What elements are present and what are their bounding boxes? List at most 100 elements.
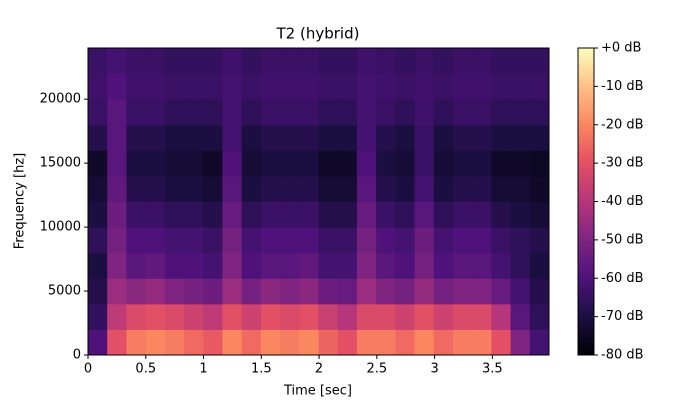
- x-tick-label: 2: [315, 362, 323, 377]
- spectrogram-cell: [260, 201, 281, 228]
- spectrogram-cell: [260, 124, 281, 151]
- spectrogram-cell: [510, 252, 531, 279]
- spectrogram-cell: [318, 227, 339, 254]
- spectrogram-cell: [203, 252, 223, 279]
- spectrogram-cell: [491, 99, 512, 126]
- spectrogram-cell: [452, 303, 473, 330]
- colorbar-tick-label: -60 dB: [601, 271, 644, 286]
- y-tick-label: 20000: [40, 92, 81, 107]
- spectrogram-cell: [414, 124, 435, 151]
- spectrogram-cell: [491, 124, 512, 151]
- spectrogram-cell: [433, 252, 454, 279]
- spectrogram-cell: [280, 99, 300, 126]
- spectrogram-cell: [472, 124, 492, 151]
- spectrogram-cell: [510, 124, 531, 151]
- spectrogram-cell: [472, 48, 492, 75]
- x-tick-label: 2.5: [367, 362, 388, 377]
- spectrogram-cell: [356, 124, 377, 151]
- spectrogram-cell: [510, 175, 531, 202]
- spectrogram-cell: [260, 150, 281, 177]
- y-tick-label: 15000: [40, 156, 81, 171]
- spectrogram-cell: [126, 175, 147, 202]
- spectrogram-cell: [356, 48, 377, 75]
- spectrogram-cell: [126, 124, 147, 151]
- spectrogram-cell: [414, 99, 435, 126]
- spectrogram-cell: [299, 150, 319, 177]
- spectrogram-cell: [491, 252, 512, 279]
- spectrogram-cell: [376, 48, 396, 75]
- spectrogram-cell: [414, 73, 435, 100]
- spectrogram-cell: [222, 99, 243, 126]
- spectrogram-cell: [107, 329, 127, 356]
- spectrogram-cell: [452, 124, 473, 151]
- spectrogram-cell: [337, 73, 358, 100]
- spectrogram-cell: [472, 201, 492, 228]
- spectrogram-cell: [356, 99, 377, 126]
- spectrogram-cell: [145, 124, 166, 151]
- colorbar-tick-label: -50 dB: [601, 232, 644, 247]
- spectrogram-cell: [318, 278, 339, 305]
- spectrogram-cell: [164, 278, 185, 305]
- spectrogram-cell: [145, 278, 166, 305]
- spectrogram-cell: [203, 48, 223, 75]
- spectrogram-cell: [280, 252, 300, 279]
- spectrogram-cell: [88, 150, 108, 177]
- spectrogram-cell: [299, 201, 319, 228]
- colorbar-tick-label: -20 dB: [601, 117, 644, 132]
- x-tick-label: 3: [430, 362, 438, 377]
- spectrogram-cell: [88, 73, 108, 100]
- spectrogram-cell: [414, 278, 435, 305]
- spectrogram-cell: [184, 175, 204, 202]
- spectrogram-cell: [280, 48, 300, 75]
- plot-frame: [87, 47, 550, 356]
- spectrogram-cell: [529, 278, 550, 305]
- x-axis-label: Time [sec]: [283, 384, 352, 399]
- spectrogram-cell: [433, 278, 454, 305]
- spectrogram-cell: [145, 329, 166, 356]
- spectrogram-cell: [395, 124, 416, 151]
- spectrogram-cell: [184, 48, 204, 75]
- colorbar-tick-label: +0 dB: [601, 41, 641, 56]
- spectrogram-cell: [299, 73, 319, 100]
- spectrogram-cell: [260, 252, 281, 279]
- spectrogram-cell: [164, 303, 185, 330]
- spectrogram-cell: [88, 175, 108, 202]
- spectrogram-cell: [356, 278, 377, 305]
- spectrogram-cell: [452, 150, 473, 177]
- spectrogram-cell: [203, 150, 223, 177]
- spectrogram-cell: [337, 227, 358, 254]
- spectrogram-cell: [395, 73, 416, 100]
- spectrogram-cell: [184, 124, 204, 151]
- spectrogram-cell: [395, 278, 416, 305]
- spectrogram-cell: [184, 150, 204, 177]
- spectrogram-cell: [529, 303, 550, 330]
- spectrogram-cell: [510, 303, 531, 330]
- y-axis-label: Frequency [hz]: [13, 153, 28, 250]
- spectrogram-cell: [414, 201, 435, 228]
- spectrogram-cell: [241, 201, 262, 228]
- spectrogram-cell: [203, 278, 223, 305]
- spectrogram-cell: [529, 48, 550, 75]
- spectrogram-cell: [472, 252, 492, 279]
- spectrogram-cell: [452, 48, 473, 75]
- spectrogram-cell: [280, 201, 300, 228]
- spectrogram-cell: [260, 278, 281, 305]
- spectrogram-cell: [184, 227, 204, 254]
- spectrogram-cell: [88, 99, 108, 126]
- spectrogram-cell: [126, 201, 147, 228]
- spectrogram-cell: [126, 227, 147, 254]
- colorbar-tick-label: -10 dB: [601, 79, 644, 94]
- spectrogram-cell: [145, 48, 166, 75]
- spectrogram-cell: [452, 227, 473, 254]
- x-tick-label: 3.5: [482, 362, 503, 377]
- spectrogram-cell: [88, 48, 108, 75]
- x-tick-label: 1.5: [251, 362, 272, 377]
- spectrogram-cell: [184, 99, 204, 126]
- spectrogram-cell: [222, 124, 243, 151]
- spectrogram-cell: [510, 150, 531, 177]
- spectrogram-cell: [260, 329, 281, 356]
- spectrogram-cell: [107, 252, 127, 279]
- spectrogram-cell: [414, 48, 435, 75]
- spectrogram-cell: [491, 73, 512, 100]
